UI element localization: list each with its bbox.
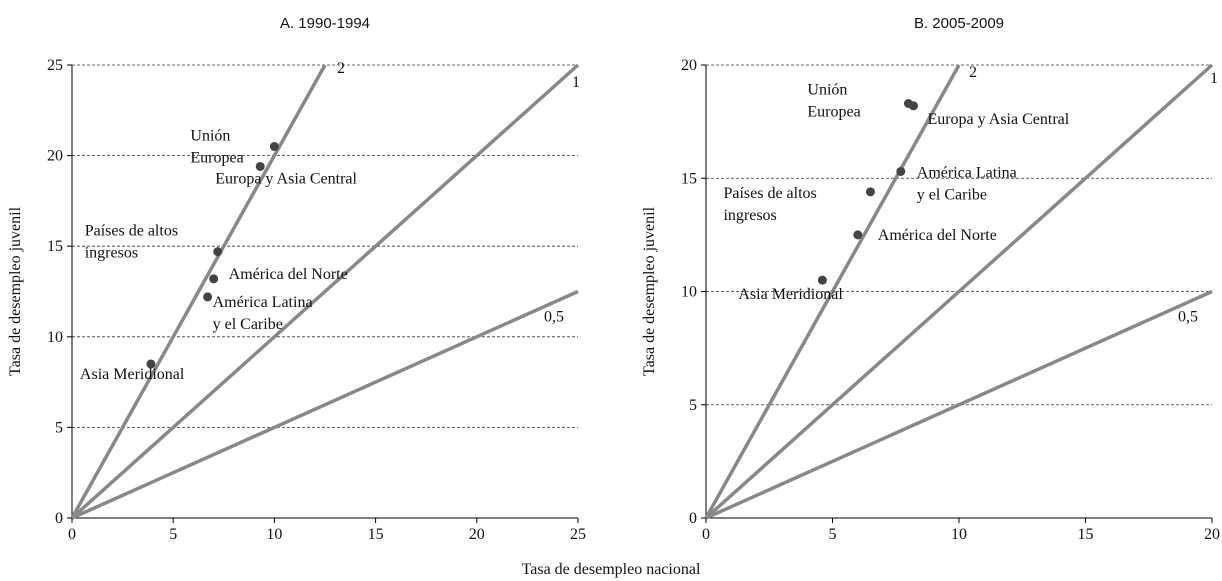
point-label: Asia Meridional (738, 286, 843, 303)
point-label-line: Unión (807, 82, 847, 99)
point (209, 274, 219, 284)
y-axis-label: Tasa de desempleo juvenil (641, 206, 658, 376)
reference-line-label: 1 (1210, 70, 1218, 87)
point (203, 292, 213, 302)
reference-line-label: 0,5 (544, 309, 564, 326)
y-tick-label: 5 (689, 397, 697, 414)
x-tick-label: 15 (368, 526, 384, 543)
point-label: Europa y Asia Central (927, 111, 1069, 128)
point-label: Europa y Asia Central (215, 170, 357, 187)
point-label: Países de altos ingresos (723, 185, 816, 224)
point-label-line: Países de altos (85, 223, 178, 240)
reference-line (705, 289, 1213, 520)
point-label-line: América Latina (917, 164, 1017, 181)
reference-line-label: 2 (969, 64, 977, 81)
reference-line (71, 289, 579, 520)
point-label-line: y el Caribe (213, 316, 283, 333)
reference-line (70, 64, 327, 519)
point (865, 187, 875, 197)
reference-line-label: 1 (572, 74, 580, 91)
point-label-line: América del Norte (878, 227, 997, 244)
chart-title: B. 2005-2009 (914, 15, 1004, 32)
point-label-line: América Latina (213, 294, 313, 311)
x-tick-label: 20 (1204, 526, 1220, 543)
x-tick-label: 5 (169, 526, 177, 543)
x-tick-label: 0 (702, 526, 710, 543)
y-tick-label: 25 (47, 57, 63, 74)
x-tick-label: 25 (570, 526, 586, 543)
reference-line (704, 63, 1214, 520)
point-label-line: Europa y Asia Central (927, 111, 1069, 128)
point-label-line: ingresos (723, 207, 776, 224)
point-label-line: Europa y Asia Central (215, 170, 357, 187)
point-label: Unión Europea (807, 82, 860, 121)
y-axis-label: Tasa de desempleo juvenil (7, 206, 24, 376)
x-tick-label: 15 (1078, 526, 1094, 543)
point-label: América Latina y el Caribe (917, 164, 1017, 203)
point (896, 166, 906, 176)
point-label-line: ingresos (85, 245, 138, 262)
point-label-line: Unión (190, 128, 230, 145)
y-tick-label: 10 (47, 329, 63, 346)
y-tick-label: 15 (47, 238, 63, 255)
point-label: América del Norte (229, 266, 348, 283)
y-tick-label: 5 (55, 419, 63, 436)
reference-line (70, 63, 580, 520)
y-tick-label: 10 (681, 284, 697, 301)
point (269, 142, 279, 152)
y-tick-label: 0 (689, 510, 697, 527)
point (817, 275, 827, 285)
point-label-line: Europea (807, 104, 860, 121)
reference-line (704, 64, 961, 519)
point-label-line: Asia Meridional (738, 286, 843, 303)
x-axis-label: Tasa de desempleo nacional (522, 561, 701, 578)
point-label: América Latina y el Caribe (213, 294, 313, 333)
point (908, 101, 918, 111)
point (213, 247, 223, 257)
reference-line-label: 2 (337, 60, 345, 77)
point-label-line: Europea (190, 150, 243, 167)
point-label: Asia Meridional (80, 366, 185, 383)
point (146, 359, 156, 369)
chart-title: A. 1990-1994 (280, 15, 370, 32)
y-tick-label: 0 (55, 510, 63, 527)
point (853, 230, 863, 240)
x-tick-label: 5 (829, 526, 837, 543)
point-label-line: Asia Meridional (80, 366, 185, 383)
point-label: América del Norte (878, 227, 997, 244)
y-tick-label: 20 (47, 148, 63, 165)
point (255, 161, 265, 171)
y-tick-label: 20 (681, 57, 697, 74)
point-label-line: América del Norte (229, 266, 348, 283)
point-label-line: Países de altos (723, 185, 816, 202)
x-tick-label: 10 (266, 526, 282, 543)
point-label: Unión Europea (190, 128, 243, 167)
point-label-line: y el Caribe (917, 186, 987, 203)
x-tick-label: 10 (951, 526, 967, 543)
y-tick-label: 15 (681, 170, 697, 187)
x-tick-label: 0 (68, 526, 76, 543)
reference-line-label: 0,5 (1178, 309, 1198, 326)
x-tick-label: 20 (469, 526, 485, 543)
point-label: Países de altos ingresos (85, 223, 178, 262)
